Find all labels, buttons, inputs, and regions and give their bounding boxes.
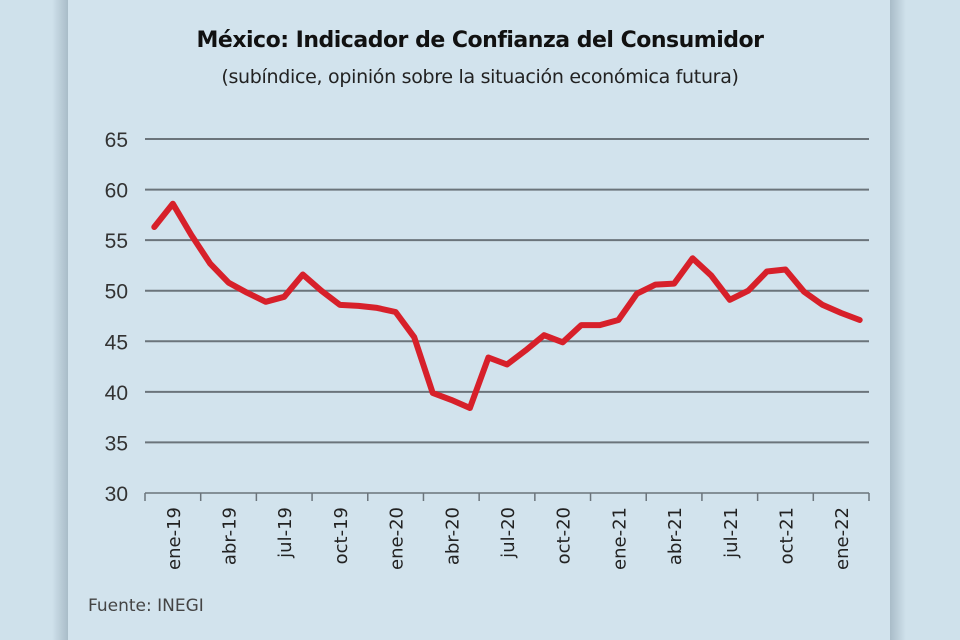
y-tick-label: 30 xyxy=(105,483,128,506)
x-tick-label: ene-21 xyxy=(609,507,630,570)
x-tick-label: ene-22 xyxy=(832,507,853,570)
chart-title: México: Indicador de Confianza del Consu… xyxy=(196,28,764,53)
chart-source: Fuente: INEGI xyxy=(88,596,204,616)
x-tick-label: ene-20 xyxy=(387,507,408,570)
x-tick-label: jul-20 xyxy=(498,507,519,559)
x-tick-label: oct-20 xyxy=(554,507,575,564)
y-tick-label: 65 xyxy=(105,129,128,152)
x-tick-label: oct-21 xyxy=(776,507,797,564)
y-tick-label: 60 xyxy=(105,180,128,203)
chart-subtitle: (subíndice, opinión sobre la situación e… xyxy=(221,66,739,88)
left-shadow xyxy=(52,0,68,640)
chart-panel xyxy=(68,0,890,640)
x-tick-label: jul-19 xyxy=(275,507,296,559)
x-tick-label: ene-19 xyxy=(164,507,185,570)
x-tick-label: abr-19 xyxy=(220,507,241,565)
y-tick-label: 40 xyxy=(105,382,128,405)
x-tick-label: jul-21 xyxy=(721,507,742,559)
y-tick-label: 45 xyxy=(105,331,128,354)
y-tick-label: 35 xyxy=(105,432,128,455)
x-tick-label: oct-19 xyxy=(331,507,352,564)
y-tick-label: 50 xyxy=(105,281,128,304)
x-tick-label: abr-20 xyxy=(442,507,463,565)
y-tick-label: 55 xyxy=(105,230,128,253)
x-tick-label: abr-21 xyxy=(665,507,686,565)
right-shadow xyxy=(890,0,906,640)
data-line xyxy=(151,200,863,411)
